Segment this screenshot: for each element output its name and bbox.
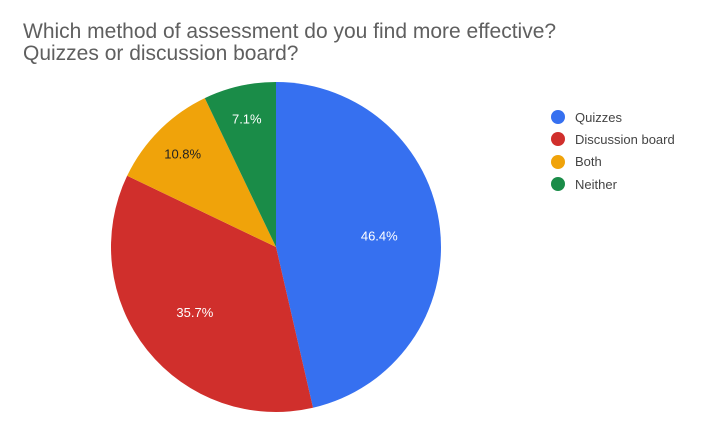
chart-title-line-1: Which method of assessment do you find m… (23, 20, 557, 43)
pie-slice-neither[interactable] (204, 82, 276, 247)
slice-percent-label: 35.7% (176, 305, 213, 320)
legend-dot-icon (551, 177, 565, 192)
slice-percent-label: 7.1% (232, 111, 262, 126)
pie-slice-discussion-board[interactable] (111, 175, 314, 412)
legend-dot-icon (551, 110, 565, 125)
legend: Quizzes Discussion board Both Neither (551, 106, 675, 195)
slice-percent-label: 10.8% (164, 147, 201, 162)
legend-label: Discussion board (575, 131, 675, 147)
pie-slice-both[interactable] (127, 98, 277, 248)
legend-item-discussion-board[interactable]: Discussion board (551, 128, 675, 150)
chart-title-line-2: Quizzes or discussion board? (23, 42, 299, 65)
pie-slice-quizzes[interactable] (276, 82, 442, 408)
legend-dot-icon (551, 154, 565, 169)
chart-title: Which method of assessment do you find m… (23, 21, 556, 65)
legend-item-neither[interactable]: Neither (551, 173, 675, 195)
legend-label: Both (575, 154, 602, 170)
legend-label: Quizzes (575, 109, 622, 125)
slice-percent-label: 46.4% (361, 228, 398, 243)
legend-item-both[interactable]: Both (551, 151, 675, 173)
legend-label: Neither (575, 176, 617, 192)
legend-item-quizzes[interactable]: Quizzes (551, 106, 675, 128)
legend-dot-icon (551, 132, 565, 147)
